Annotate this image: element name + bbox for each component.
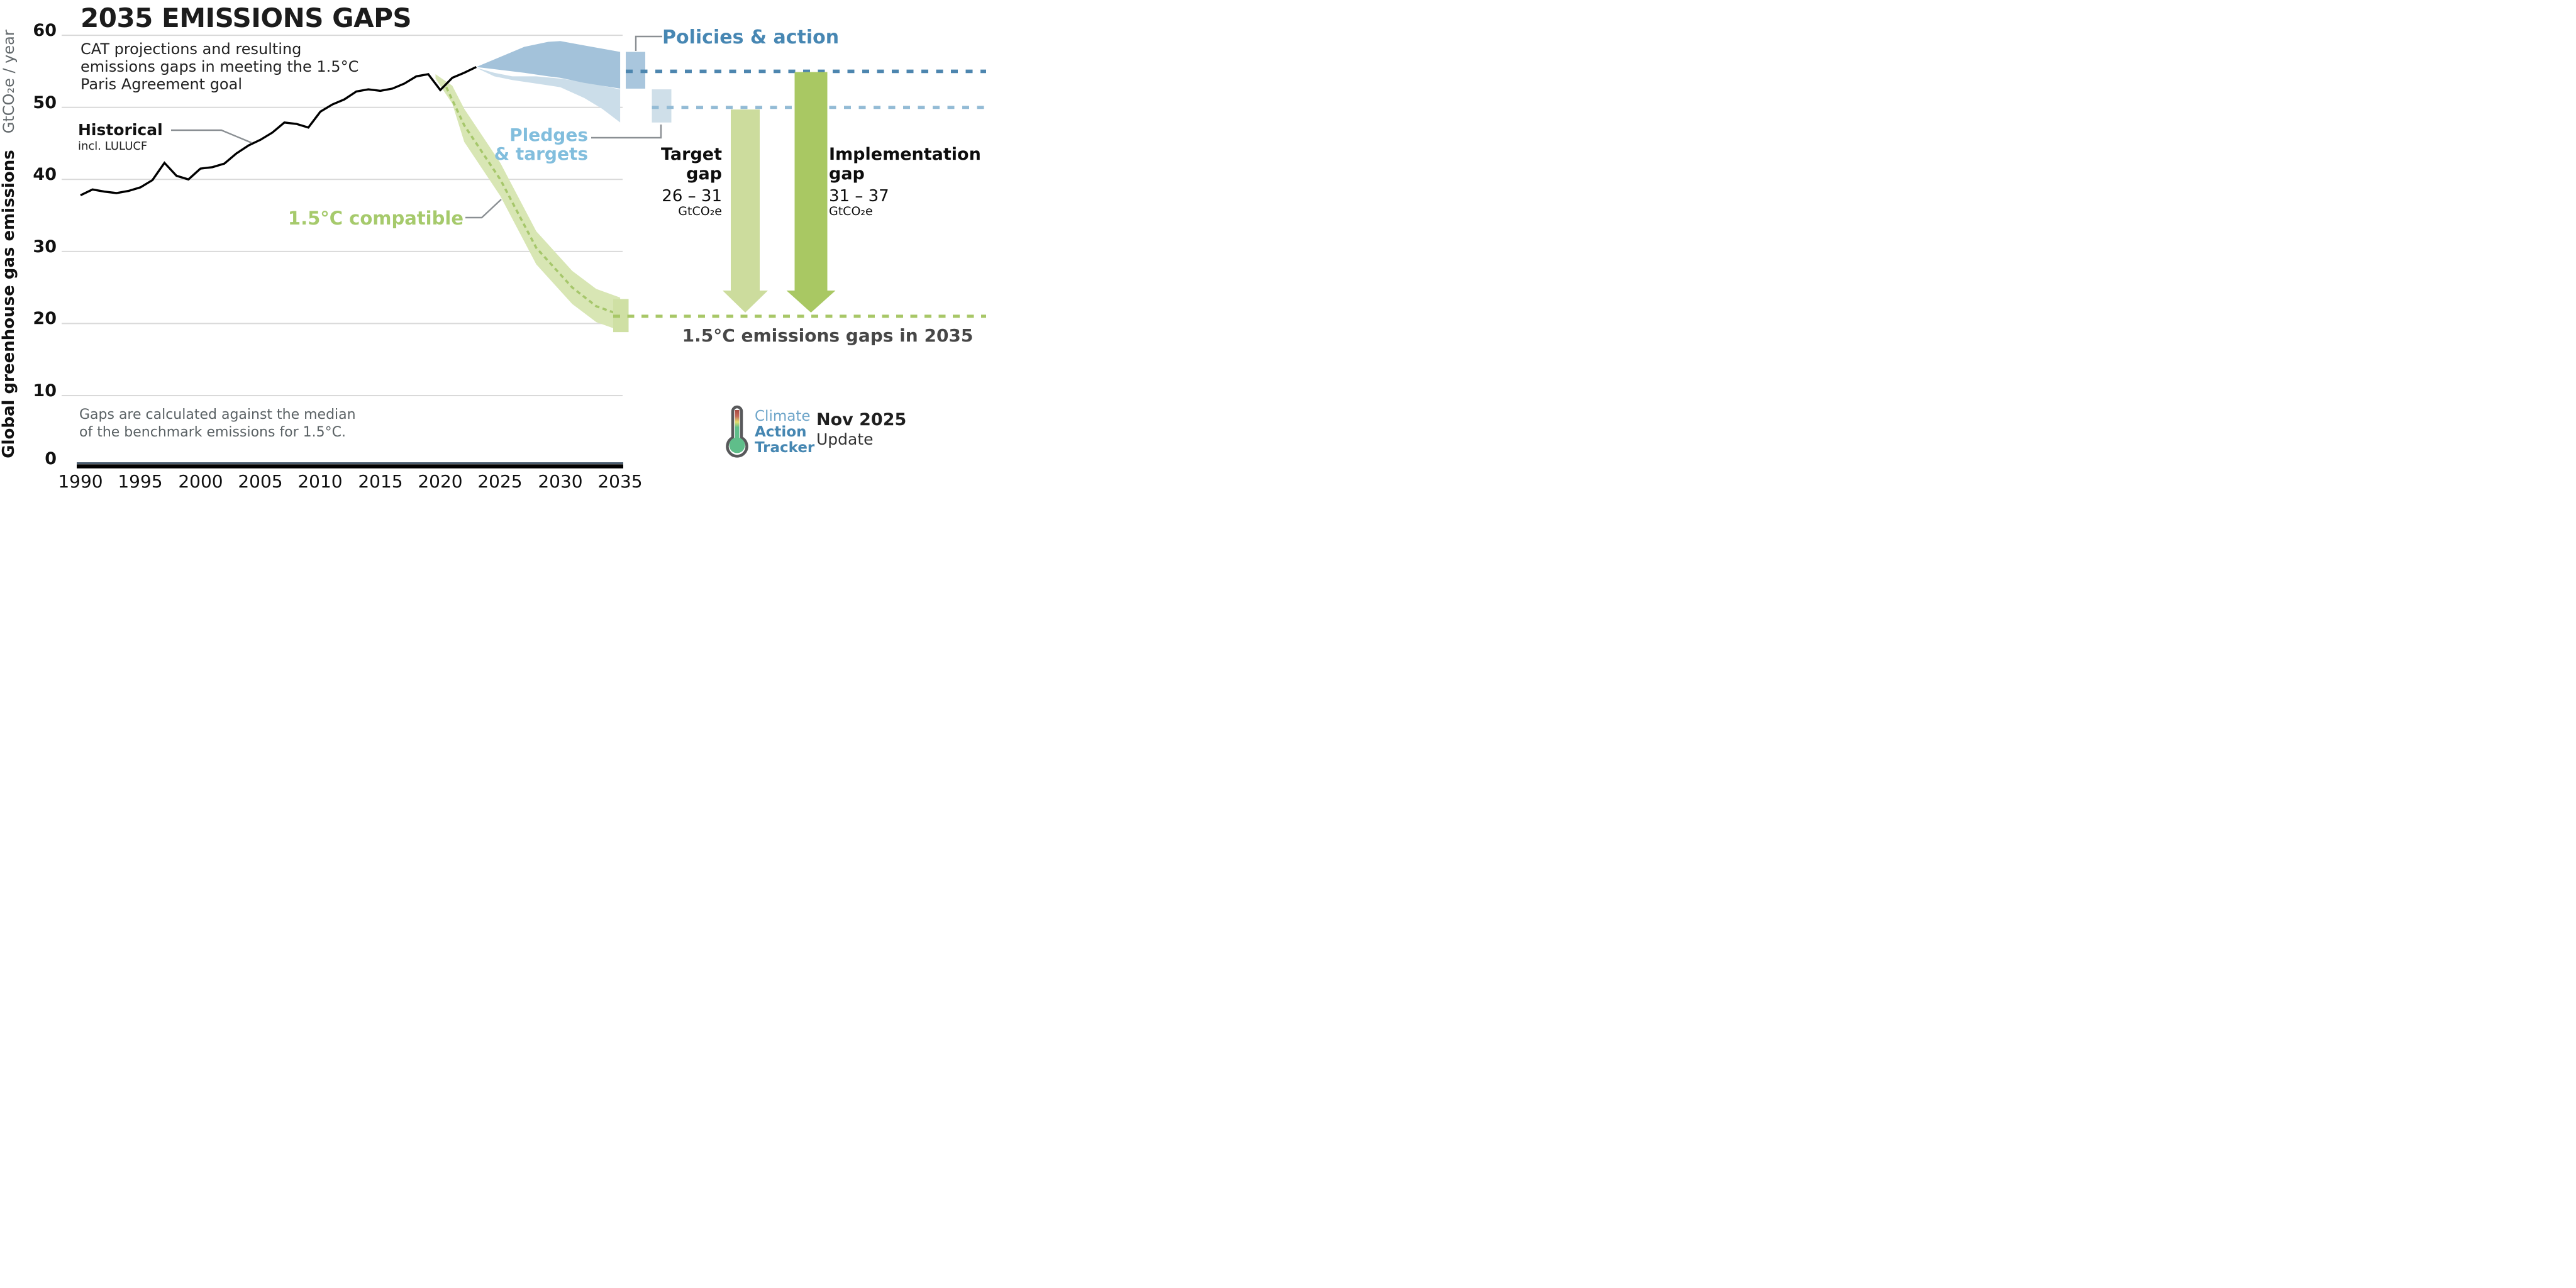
x-tick-1990: 1990 (58, 471, 103, 492)
target-gap-value: 26 – 31 (662, 187, 722, 206)
release-date-block: Nov 2025 Update (816, 410, 906, 449)
y-tick-10: 10 (33, 381, 57, 401)
target-gap-arrow-head (723, 291, 768, 313)
x-tick-1995: 1995 (118, 471, 163, 492)
implementation-gap-title-line-2: gap (829, 164, 865, 184)
compatible-band (435, 74, 621, 331)
emissions-gaps-infographic: 2035 EMISSIONS GAPS CAT projections and … (0, 0, 986, 493)
logo-wordmark: Climate Action Tracker (755, 409, 814, 456)
x-tick-2005: 2005 (238, 471, 283, 492)
x-tick-2000: 2000 (178, 471, 223, 492)
release-update-label: Update (816, 430, 874, 448)
implementation-gap-unit: GtCO₂e (829, 204, 873, 218)
target-gap-title-line-2: gap (686, 164, 722, 184)
logo-line-tracker: Tracker (755, 440, 815, 456)
policies-action-label: Policies & action (662, 26, 840, 48)
historical-label: Historical (78, 121, 163, 139)
policies-action-callout (635, 35, 662, 51)
implementation-gap-block: Implementation gap 31 – 37 GtCO₂e (829, 145, 986, 218)
target-gap-block: Target gap 26 – 31 GtCO₂e (629, 145, 722, 218)
gaps-caption: 1.5°C emissions gaps in 2035 (682, 325, 974, 346)
historical-sublabel: incl. LULUCF (78, 140, 148, 153)
policies-action-band (476, 41, 621, 89)
logo-line-climate: Climate (755, 408, 811, 425)
subtitle-line-3: Paris Agreement goal (80, 75, 242, 93)
y-tick-60: 60 (33, 21, 57, 40)
compatible-median-dashed-line (445, 86, 621, 316)
x-tick-2030: 2030 (538, 471, 583, 492)
historical-callout (171, 129, 252, 144)
pledges-targets-line-1: Pledges (509, 125, 588, 145)
y-axis-label-bold: Global greenhouse gas emissions (0, 150, 18, 458)
footnote: Gaps are calculated against the median o… (79, 406, 356, 441)
x-tick-2015: 2015 (358, 471, 403, 492)
pledges-targets-callout (591, 125, 662, 139)
x-tick-2035: 2035 (597, 471, 643, 492)
subtitle-line-1: CAT projections and resulting (80, 40, 302, 58)
compatible-15c-label: 1.5°C compatible (287, 208, 464, 229)
target-gap-arrow-shaft (731, 109, 760, 291)
y-tick-30: 30 (33, 237, 57, 257)
target-gap-title-line-1: Target (660, 145, 722, 164)
footnote-line-2: of the benchmark emissions for 1.5°C. (79, 425, 347, 440)
pledges-targets-line-2: & targets (494, 143, 588, 164)
implementation-gap-arrow-head (786, 291, 836, 313)
pledges-targets-label: Pledges & targets (443, 126, 588, 164)
pledges-targets-band (476, 67, 621, 123)
compatible-callout (465, 199, 502, 219)
logo-line-action: Action (755, 424, 807, 440)
x-tick-2025: 2025 (477, 471, 523, 492)
y-tick-0: 0 (45, 449, 57, 469)
footnote-line-1: Gaps are calculated against the median (79, 407, 356, 423)
subtitle-line-2: emissions gaps in meeting the 1.5°C (80, 58, 359, 75)
y-tick-20: 20 (33, 309, 57, 328)
release-date: Nov 2025 (816, 410, 907, 430)
y-tick-40: 40 (33, 165, 57, 184)
page-title: 2035 EMISSIONS GAPS (80, 3, 412, 33)
implementation-gap-arrow-shaft (794, 72, 828, 291)
chart-subtitle: CAT projections and resulting emissions … (80, 40, 358, 93)
target-gap-unit: GtCO₂e (678, 204, 722, 218)
x-tick-2010: 2010 (297, 471, 343, 492)
y-tick-50: 50 (33, 93, 57, 113)
y-axis-label-unit: GtCO₂e / year (0, 30, 18, 134)
implementation-gap-title-line-1: Implementation (829, 145, 981, 164)
historical-line (80, 65, 477, 197)
x-tick-2020: 2020 (418, 471, 463, 492)
implementation-gap-value: 31 – 37 (829, 187, 889, 206)
chart-plot-area (62, 35, 986, 469)
thermometer-icon (723, 405, 751, 458)
